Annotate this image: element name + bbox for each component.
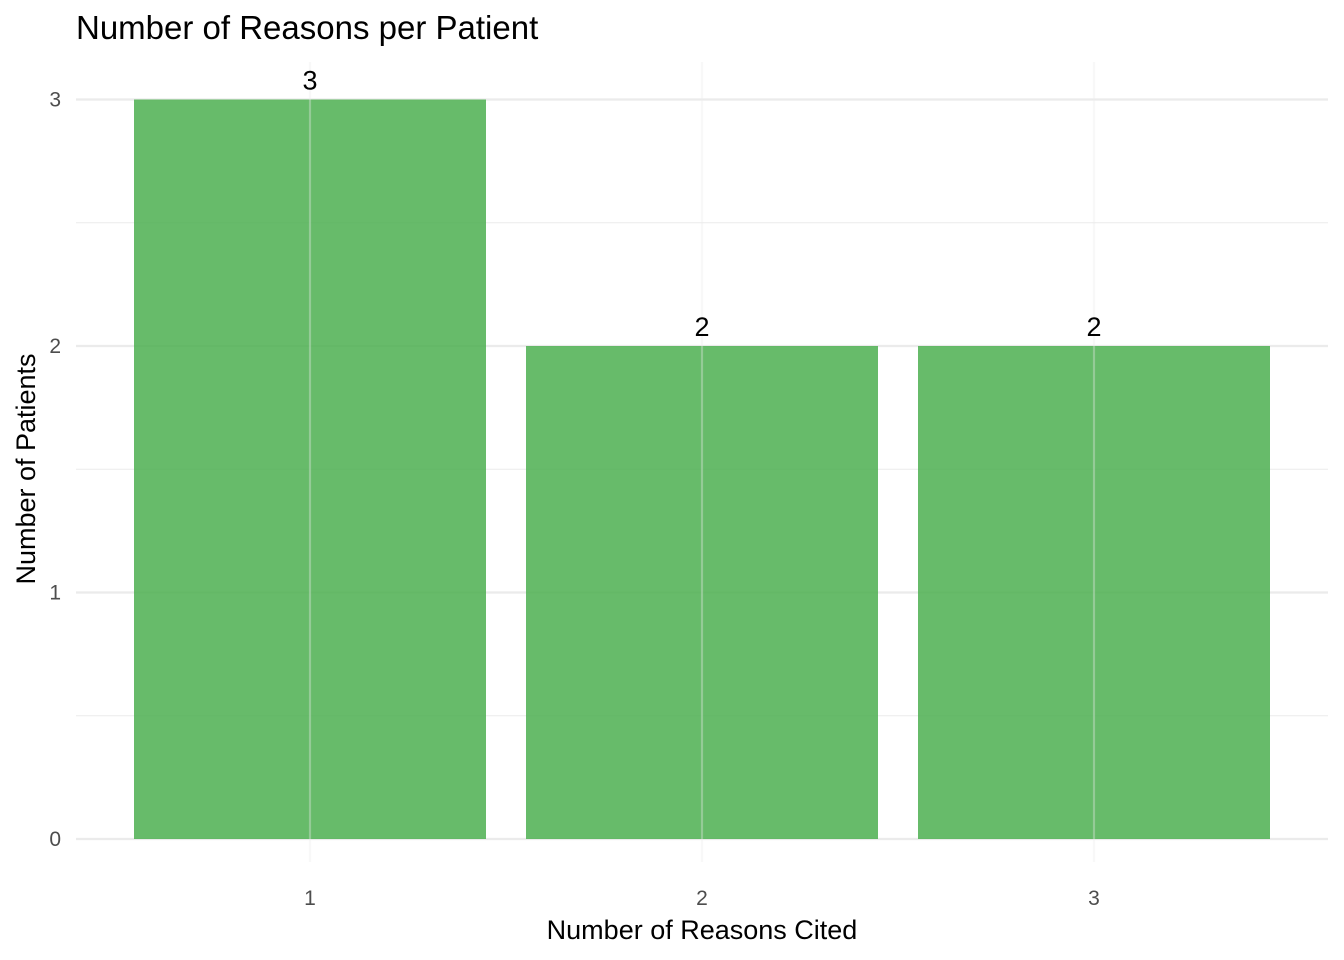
y-tick-label: 1	[49, 582, 61, 605]
y-tick-label: 0	[49, 828, 61, 851]
x-axis-title: Number of Reasons Cited	[547, 915, 858, 945]
x-tick-label: 2	[696, 887, 708, 910]
y-tick-label: 2	[49, 335, 61, 358]
x-tick-label: 3	[1088, 887, 1100, 910]
bar-3	[918, 346, 1270, 839]
x-axis-ticks: 1 2 3	[304, 887, 1100, 910]
data-label: 3	[302, 66, 317, 96]
bars	[134, 99, 1270, 839]
y-axis-ticks: 0 1 2 3	[49, 89, 61, 852]
data-label: 2	[1086, 312, 1101, 342]
vertical-grid-lines	[308, 62, 1096, 862]
x-tick-label: 1	[304, 887, 316, 910]
chart-title: Number of Reasons per Patient	[76, 9, 538, 46]
y-axis-title: Number of Patients	[11, 353, 41, 584]
y-tick-label: 3	[49, 89, 61, 112]
data-labels: 3 2 2	[302, 66, 1101, 343]
data-label: 2	[694, 312, 709, 342]
bar-2	[526, 346, 878, 839]
bar-1	[134, 99, 486, 839]
